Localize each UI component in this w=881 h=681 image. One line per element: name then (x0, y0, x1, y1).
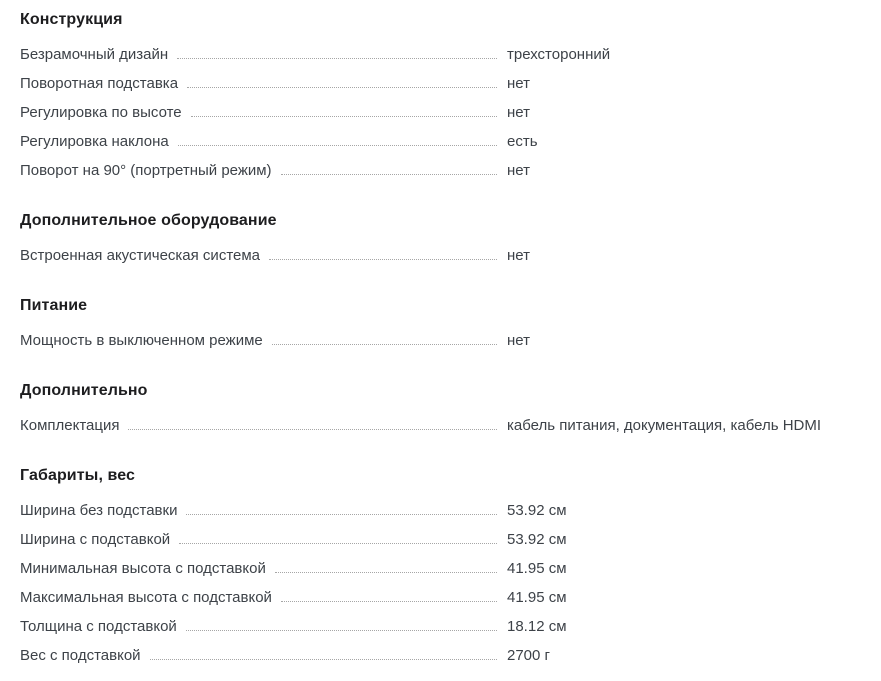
spec-row: Мощность в выключенном режиме нет (20, 326, 861, 355)
spec-value: 53.92 см (507, 531, 567, 548)
spec-label-cell: Мощность в выключенном режиме (20, 332, 507, 349)
spec-row: Регулировка по высоте нет (20, 98, 861, 127)
spec-value: нет (507, 247, 530, 264)
spec-value: 2700 г (507, 647, 551, 664)
spec-label-cell: Поворот на 90° (портретный режим) (20, 162, 507, 179)
spec-label-cell: Комплектация (20, 417, 507, 434)
section-rows: Комплектация кабель питания, документаци… (20, 411, 861, 440)
spec-section: Питание Мощность в выключенном режиме не… (20, 298, 861, 355)
section-rows: Безрамочный дизайн трехсторонний Поворот… (20, 40, 861, 185)
spec-section: Дополнительное оборудование Встроенная а… (20, 213, 861, 270)
dotted-leader (274, 572, 497, 573)
dotted-leader (280, 601, 497, 602)
spec-row: Комплектация кабель питания, документаци… (20, 411, 861, 440)
spec-row: Безрамочный дизайн трехсторонний (20, 40, 861, 69)
section-title: Габариты, вес (20, 467, 136, 484)
spec-section: Габариты, вес Ширина без подставки 53.92… (20, 468, 861, 670)
dotted-leader (269, 259, 497, 260)
spec-row: Толщина с подставкой 18.12 см (20, 612, 861, 641)
spec-label: Встроенная акустическая система (20, 247, 261, 264)
section-title: Конструкция (20, 11, 123, 28)
spec-label-cell: Встроенная акустическая система (20, 247, 507, 264)
spec-value: нет (507, 332, 530, 349)
dotted-leader (280, 174, 497, 175)
dotted-leader (186, 514, 497, 515)
spec-row: Максимальная высота с подставкой 41.95 с… (20, 583, 861, 612)
spec-label-cell: Безрамочный дизайн (20, 46, 507, 63)
dotted-leader (177, 145, 497, 146)
spec-label-cell: Максимальная высота с подставкой (20, 589, 507, 606)
section-rows: Ширина без подставки 53.92 см Ширина с п… (20, 496, 861, 670)
dotted-leader (128, 429, 497, 430)
spec-label: Минимальная высота с подставкой (20, 560, 266, 577)
spec-row: Регулировка наклона есть (20, 127, 861, 156)
dotted-leader (185, 630, 497, 631)
spec-value: 41.95 см (507, 589, 567, 606)
dotted-leader (190, 116, 497, 117)
spec-label-cell: Регулировка наклона (20, 133, 507, 150)
spec-value: 53.92 см (507, 502, 567, 519)
spec-label-cell: Вес с подставкой (20, 647, 507, 664)
section-rows: Встроенная акустическая система нет (20, 241, 861, 270)
spec-label: Поворот на 90° (портретный режим) (20, 162, 272, 179)
spec-row: Минимальная высота с подставкой 41.95 см (20, 554, 861, 583)
dotted-leader (271, 344, 497, 345)
spec-value: нет (507, 104, 530, 121)
section-rows: Мощность в выключенном режиме нет (20, 326, 861, 355)
spec-value: есть (507, 133, 538, 150)
spec-row: Вес с подставкой 2700 г (20, 641, 861, 670)
spec-label-cell: Минимальная высота с подставкой (20, 560, 507, 577)
spec-label: Безрамочный дизайн (20, 46, 169, 63)
dotted-leader (179, 543, 497, 544)
spec-section: Конструкция Безрамочный дизайн трехсторо… (20, 12, 861, 185)
spec-value: нет (507, 162, 530, 179)
spec-label-cell: Ширина с подставкой (20, 531, 507, 548)
dotted-leader (149, 659, 497, 660)
spec-label-cell: Регулировка по высоте (20, 104, 507, 121)
spec-row: Поворотная подставка нет (20, 69, 861, 98)
spec-row: Ширина с подставкой 53.92 см (20, 525, 861, 554)
spec-row: Поворот на 90° (портретный режим) нет (20, 156, 861, 185)
spec-label: Толщина с подставкой (20, 618, 177, 635)
spec-label: Мощность в выключенном режиме (20, 332, 263, 349)
spec-label: Ширина с подставкой (20, 531, 171, 548)
spec-label: Регулировка по высоте (20, 104, 182, 121)
spec-label: Ширина без подставки (20, 502, 178, 519)
spec-row: Ширина без подставки 53.92 см (20, 496, 861, 525)
spec-section: Дополнительно Комплектация кабель питани… (20, 383, 861, 440)
spec-label-cell: Толщина с подставкой (20, 618, 507, 635)
spec-label: Максимальная высота с подставкой (20, 589, 272, 606)
spec-value: 18.12 см (507, 618, 567, 635)
dotted-leader (177, 58, 497, 59)
section-title: Дополнительно (20, 382, 148, 399)
spec-value: трехсторонний (507, 46, 611, 63)
spec-row: Встроенная акустическая система нет (20, 241, 861, 270)
spec-label-cell: Ширина без подставки (20, 502, 507, 519)
spec-label: Комплектация (20, 417, 120, 434)
spec-value: 41.95 см (507, 560, 567, 577)
spec-label: Поворотная подставка (20, 75, 179, 92)
spec-label-cell: Поворотная подставка (20, 75, 507, 92)
spec-label: Вес с подставкой (20, 647, 141, 664)
spec-value: нет (507, 75, 530, 92)
dotted-leader (187, 87, 497, 88)
section-title: Питание (20, 297, 88, 314)
section-title: Дополнительное оборудование (20, 212, 277, 229)
spec-value: кабель питания, документация, кабель HDM… (507, 417, 822, 434)
spec-label: Регулировка наклона (20, 133, 169, 150)
